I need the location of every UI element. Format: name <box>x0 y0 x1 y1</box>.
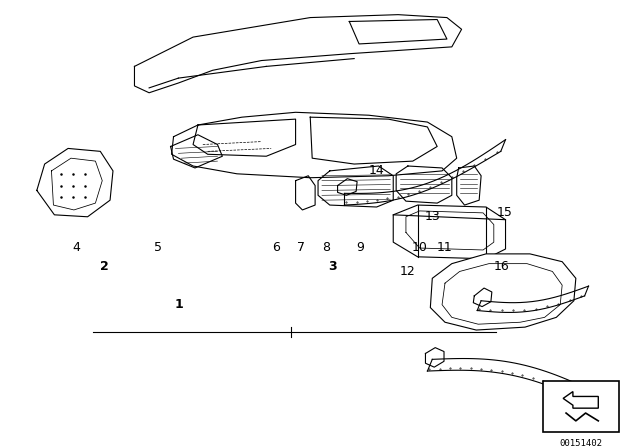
Text: 15: 15 <box>497 206 512 219</box>
Polygon shape <box>563 392 598 408</box>
Text: 11: 11 <box>437 241 453 254</box>
Text: 14: 14 <box>369 164 384 177</box>
Text: 5: 5 <box>154 241 161 254</box>
Polygon shape <box>430 254 576 330</box>
Polygon shape <box>393 205 506 259</box>
Text: 16: 16 <box>493 260 509 273</box>
Text: 2: 2 <box>100 260 109 273</box>
Text: 8: 8 <box>323 241 330 254</box>
Text: 6: 6 <box>272 241 280 254</box>
Bar <box>543 381 619 431</box>
Text: 9: 9 <box>356 241 365 254</box>
Text: 7: 7 <box>297 241 305 254</box>
Text: 3: 3 <box>328 260 337 273</box>
Text: 00151402: 00151402 <box>559 439 602 448</box>
Text: 10: 10 <box>412 241 428 254</box>
Text: 1: 1 <box>175 297 184 310</box>
Text: 13: 13 <box>424 210 440 223</box>
Text: 12: 12 <box>399 265 415 278</box>
Text: 4: 4 <box>72 241 80 254</box>
